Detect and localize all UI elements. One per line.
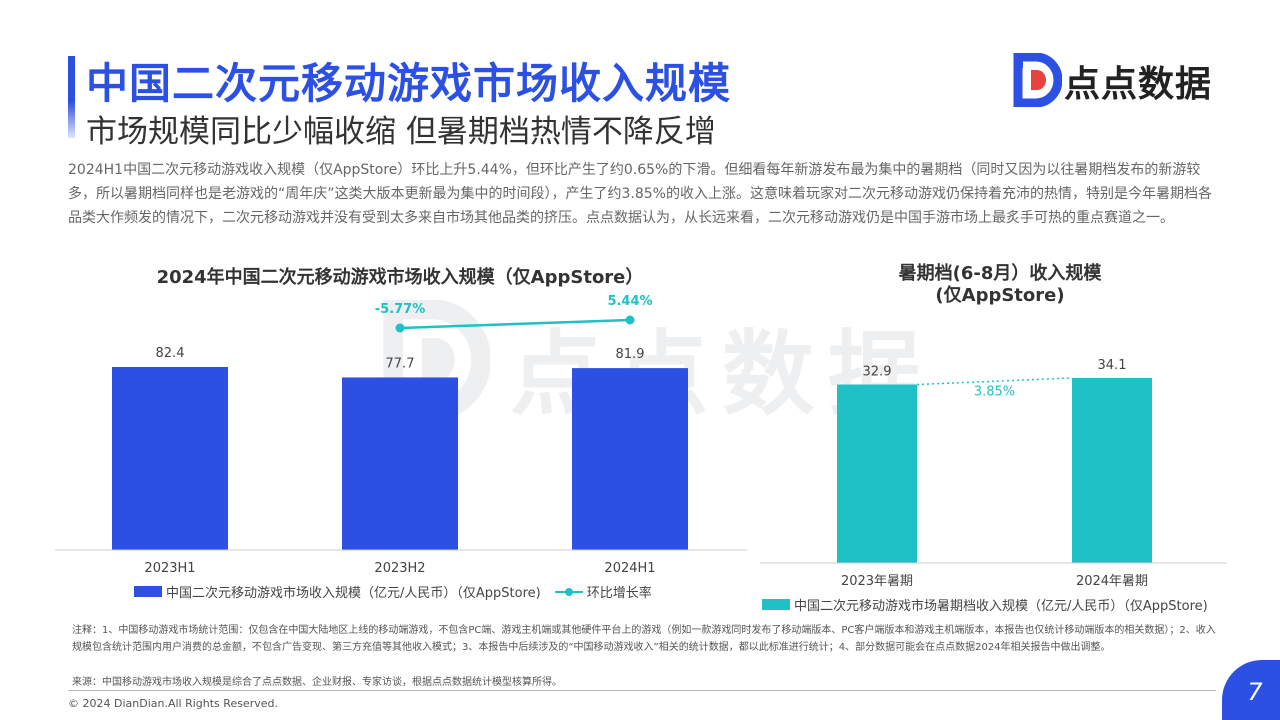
legend-label-summer: 中国二次元移动游戏市场暑期档收入规模（亿元/人民币）（仅AppStore)	[794, 599, 1208, 614]
bar-2023H1	[112, 367, 228, 550]
category-tick-label: 2023年暑期	[841, 574, 913, 589]
legend-summer: 中国二次元移动游戏市场暑期档收入规模（亿元/人民币）（仅AppStore)	[762, 595, 1208, 614]
growth-label: 5.44%	[607, 294, 652, 309]
growth-connector	[916, 377, 1073, 386]
growth-label: -5.77%	[375, 302, 426, 317]
growth-point	[395, 323, 405, 333]
category-tick-label: 2023H1	[144, 561, 195, 576]
growth-annotation: 3.85%	[974, 384, 1015, 399]
page-title: 中国二次元移动游戏市场收入规模	[86, 59, 732, 108]
footer-divider	[68, 690, 1216, 691]
bar-2023H2	[342, 377, 458, 550]
intro-paragraph: 2024H1中国二次元移动游戏收入规模（仅AppStore）环比上升5.44%，…	[68, 162, 1212, 226]
chart-title-half-year: 2024年中国二次元移动游戏市场收入规模（仅AppStore）	[156, 267, 644, 288]
bar-value-label: 77.7	[386, 356, 415, 371]
growth-line	[399, 318, 631, 330]
notes: 注释：1、中国移动游戏市场统计范围：仅包含在中国大陆地区上线的移动端游戏，不包含…	[72, 625, 1216, 653]
chart-title-summer-line1: 暑期档(6-8月）收入规模	[898, 263, 1102, 284]
title-accent-bar	[68, 56, 75, 138]
copyright: © 2024 DianDian.All Rights Reserved.	[68, 697, 278, 710]
bar-2023年暑期	[837, 384, 917, 563]
summer-revenue-chart: 32.9 2023年暑期 34.1 2024年暑期 3.85%	[760, 358, 1227, 589]
page-number: 7	[1222, 660, 1280, 720]
logo-text: 点点数据	[1064, 64, 1213, 105]
growth-point	[625, 315, 635, 325]
bar-value-label: 81.9	[616, 347, 645, 362]
bar-value-label: 32.9	[863, 365, 892, 380]
bar-value-label: 82.4	[156, 346, 185, 361]
chart-title-summer: 暑期档(6-8月）收入规模 (仅AppStore)	[840, 263, 1160, 307]
category-tick-label: 2023H2	[374, 561, 425, 576]
bar-value-label: 34.1	[1098, 358, 1127, 373]
legend-swatch-summer	[762, 599, 790, 610]
dd-logo-icon	[1013, 53, 1062, 107]
half-year-revenue-chart: 82.4 2023H1 77.7 2023H2 81.9 2024H1 -5.77% 5.4…	[55, 294, 747, 576]
page-subtitle: 市场规模同比少幅收缩 但暑期档热情不降反增	[86, 114, 716, 150]
source-note: 来源：中国移动游戏市场收入规模是综合了点点数据、企业财报、专家访谈，根据点点数据…	[72, 677, 562, 688]
bar-2024年暑期	[1072, 378, 1152, 563]
category-tick-label: 2024年暑期	[1076, 574, 1148, 589]
bar-2024H1	[572, 368, 688, 550]
legend-marker-growth	[554, 586, 583, 597]
category-tick-label: 2024H1	[604, 561, 655, 576]
brand-logo: 点点数据	[1012, 53, 1227, 107]
legend-swatch-revenue	[134, 586, 162, 597]
legend-half-year: 中国二次元移动游戏市场收入规模（亿元/人民币）（仅AppStore) 环比增长率	[134, 582, 652, 601]
chart-title-summer-line2: (仅AppStore)	[935, 285, 1065, 306]
legend-label-revenue: 中国二次元移动游戏市场收入规模（亿元/人民币）（仅AppStore)	[166, 586, 541, 601]
legend-label-growth: 环比增长率	[586, 586, 652, 601]
